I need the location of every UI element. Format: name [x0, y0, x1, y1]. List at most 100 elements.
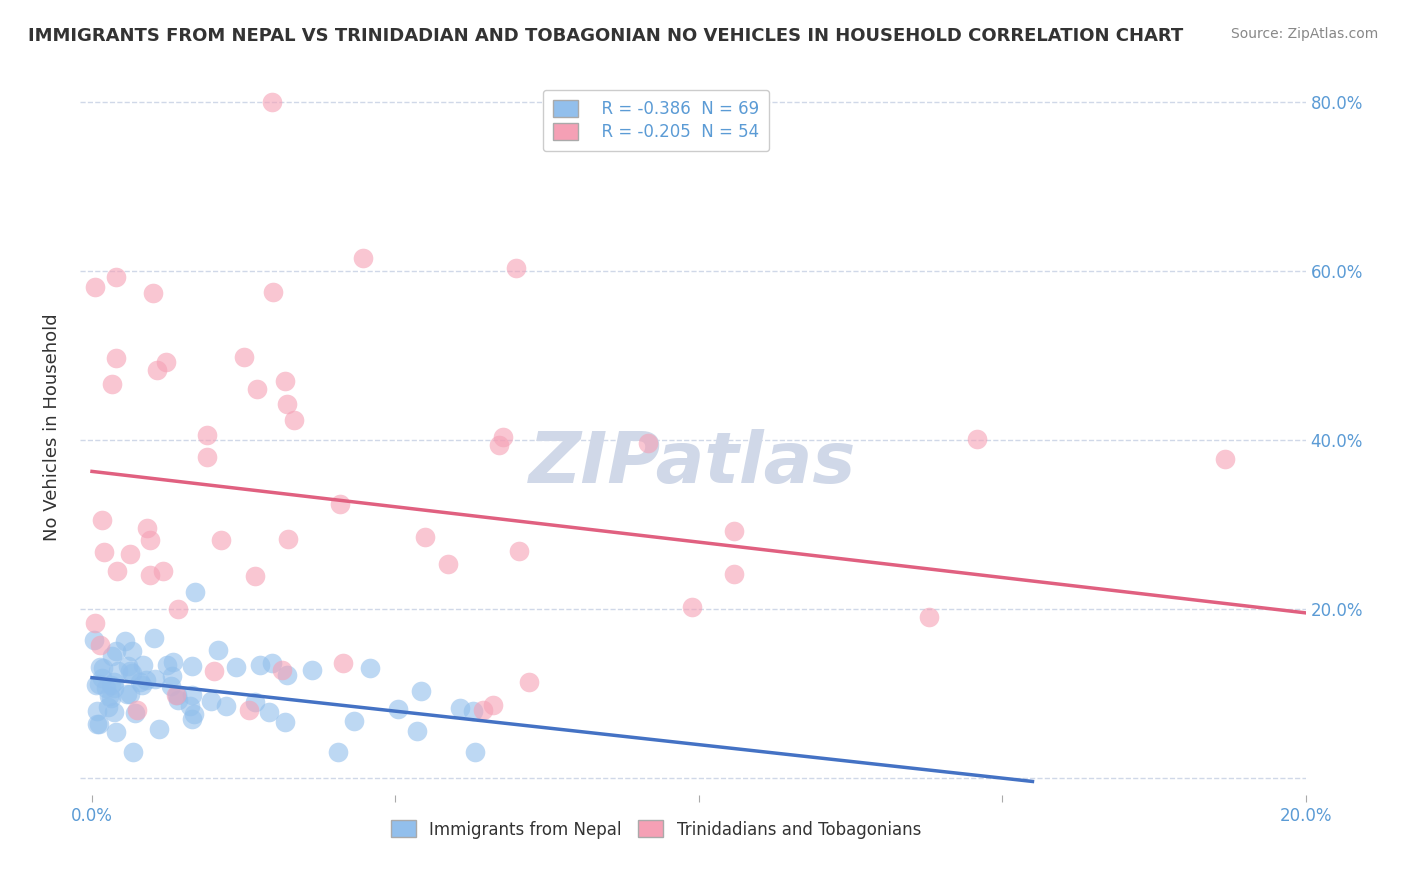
- Trinidadians and Tobagonians: [105, 564, 128, 578]
- Immigrants from Nepal: [117, 659, 139, 673]
- Immigrants from Nepal: [160, 669, 183, 683]
- Immigrants from Nepal: [449, 701, 471, 715]
- Trinidadians and Tobagonians: [209, 533, 232, 547]
- Text: IMMIGRANTS FROM NEPAL VS TRINIDADIAN AND TOBAGONIAN NO VEHICLES IN HOUSEHOLD COR: IMMIGRANTS FROM NEPAL VS TRINIDADIAN AND…: [28, 27, 1184, 45]
- Trinidadians and Tobagonians: [202, 664, 225, 678]
- Immigrants from Nepal: [115, 687, 138, 701]
- Trinidadians and Tobagonians: [155, 355, 177, 369]
- Trinidadians and Tobagonians: [262, 95, 284, 109]
- Immigrants from Nepal: [225, 660, 247, 674]
- Y-axis label: No Vehicles in Household: No Vehicles in Household: [44, 313, 60, 541]
- Immigrants from Nepal: [257, 705, 280, 719]
- Trinidadians and Tobagonians: [89, 638, 111, 652]
- Immigrants from Nepal: [156, 658, 179, 673]
- Trinidadians and Tobagonians: [517, 674, 540, 689]
- Trinidadians and Tobagonians: [352, 252, 374, 266]
- Immigrants from Nepal: [121, 666, 143, 681]
- Immigrants from Nepal: [184, 585, 207, 599]
- Immigrants from Nepal: [135, 673, 157, 687]
- Immigrants from Nepal: [262, 657, 284, 671]
- Trinidadians and Tobagonians: [481, 698, 503, 713]
- Trinidadians and Tobagonians: [472, 703, 495, 717]
- Immigrants from Nepal: [86, 704, 108, 718]
- Immigrants from Nepal: [84, 678, 107, 692]
- Trinidadians and Tobagonians: [246, 382, 269, 396]
- Immigrants from Nepal: [96, 681, 118, 695]
- Immigrants from Nepal: [160, 679, 183, 693]
- Trinidadians and Tobagonians: [152, 564, 174, 578]
- Immigrants from Nepal: [179, 698, 201, 713]
- Trinidadians and Tobagonians: [195, 450, 218, 464]
- Immigrants from Nepal: [100, 678, 122, 692]
- Immigrants from Nepal: [100, 691, 122, 706]
- Trinidadians and Tobagonians: [138, 533, 160, 548]
- Immigrants from Nepal: [166, 689, 188, 703]
- Immigrants from Nepal: [132, 657, 155, 672]
- Legend: Immigrants from Nepal, Trinidadians and Tobagonians: Immigrants from Nepal, Trinidadians and …: [384, 814, 928, 846]
- Immigrants from Nepal: [142, 631, 165, 645]
- Immigrants from Nepal: [180, 712, 202, 726]
- Trinidadians and Tobagonians: [84, 280, 107, 294]
- Immigrants from Nepal: [343, 714, 366, 729]
- Immigrants from Nepal: [167, 693, 190, 707]
- Immigrants from Nepal: [103, 674, 125, 689]
- Trinidadians and Tobagonians: [166, 602, 188, 616]
- Immigrants from Nepal: [359, 661, 381, 675]
- Immigrants from Nepal: [91, 661, 114, 675]
- Trinidadians and Tobagonians: [238, 703, 260, 717]
- Immigrants from Nepal: [181, 688, 204, 702]
- Immigrants from Nepal: [97, 700, 120, 714]
- Trinidadians and Tobagonians: [195, 428, 218, 442]
- Trinidadians and Tobagonians: [165, 688, 187, 702]
- Text: Source: ZipAtlas.com: Source: ZipAtlas.com: [1230, 27, 1378, 41]
- Trinidadians and Tobagonians: [270, 663, 292, 677]
- Trinidadians and Tobagonians: [274, 374, 297, 388]
- Immigrants from Nepal: [114, 633, 136, 648]
- Trinidadians and Tobagonians: [91, 513, 114, 527]
- Immigrants from Nepal: [143, 672, 166, 686]
- Immigrants from Nepal: [200, 694, 222, 708]
- Immigrants from Nepal: [148, 722, 170, 736]
- Text: ZIPatlas: ZIPatlas: [529, 429, 856, 499]
- Immigrants from Nepal: [409, 683, 432, 698]
- Trinidadians and Tobagonians: [105, 270, 128, 285]
- Immigrants from Nepal: [463, 704, 485, 718]
- Trinidadians and Tobagonians: [233, 350, 256, 364]
- Trinidadians and Tobagonians: [332, 657, 354, 671]
- Trinidadians and Tobagonians: [277, 533, 299, 547]
- Immigrants from Nepal: [101, 648, 124, 663]
- Trinidadians and Tobagonians: [508, 544, 530, 558]
- Immigrants from Nepal: [87, 717, 110, 731]
- Immigrants from Nepal: [326, 746, 349, 760]
- Trinidadians and Tobagonians: [139, 568, 162, 582]
- Immigrants from Nepal: [274, 714, 297, 729]
- Trinidadians and Tobagonians: [262, 285, 284, 299]
- Immigrants from Nepal: [103, 705, 125, 719]
- Immigrants from Nepal: [89, 677, 111, 691]
- Immigrants from Nepal: [180, 658, 202, 673]
- Trinidadians and Tobagonians: [1215, 452, 1237, 467]
- Immigrants from Nepal: [183, 707, 205, 722]
- Trinidadians and Tobagonians: [125, 703, 148, 717]
- Immigrants from Nepal: [464, 746, 486, 760]
- Immigrants from Nepal: [276, 668, 298, 682]
- Immigrants from Nepal: [301, 663, 323, 677]
- Immigrants from Nepal: [121, 644, 143, 658]
- Trinidadians and Tobagonians: [966, 432, 988, 446]
- Trinidadians and Tobagonians: [437, 558, 460, 572]
- Immigrants from Nepal: [215, 699, 238, 714]
- Immigrants from Nepal: [249, 658, 271, 673]
- Trinidadians and Tobagonians: [146, 363, 169, 377]
- Trinidadians and Tobagonians: [415, 530, 437, 544]
- Trinidadians and Tobagonians: [681, 599, 703, 614]
- Trinidadians and Tobagonians: [136, 521, 159, 535]
- Immigrants from Nepal: [129, 675, 152, 690]
- Immigrants from Nepal: [243, 696, 266, 710]
- Immigrants from Nepal: [89, 660, 111, 674]
- Immigrants from Nepal: [162, 655, 184, 669]
- Trinidadians and Tobagonians: [84, 615, 107, 630]
- Immigrants from Nepal: [124, 706, 146, 720]
- Immigrants from Nepal: [105, 644, 128, 658]
- Immigrants from Nepal: [86, 716, 108, 731]
- Trinidadians and Tobagonians: [283, 413, 305, 427]
